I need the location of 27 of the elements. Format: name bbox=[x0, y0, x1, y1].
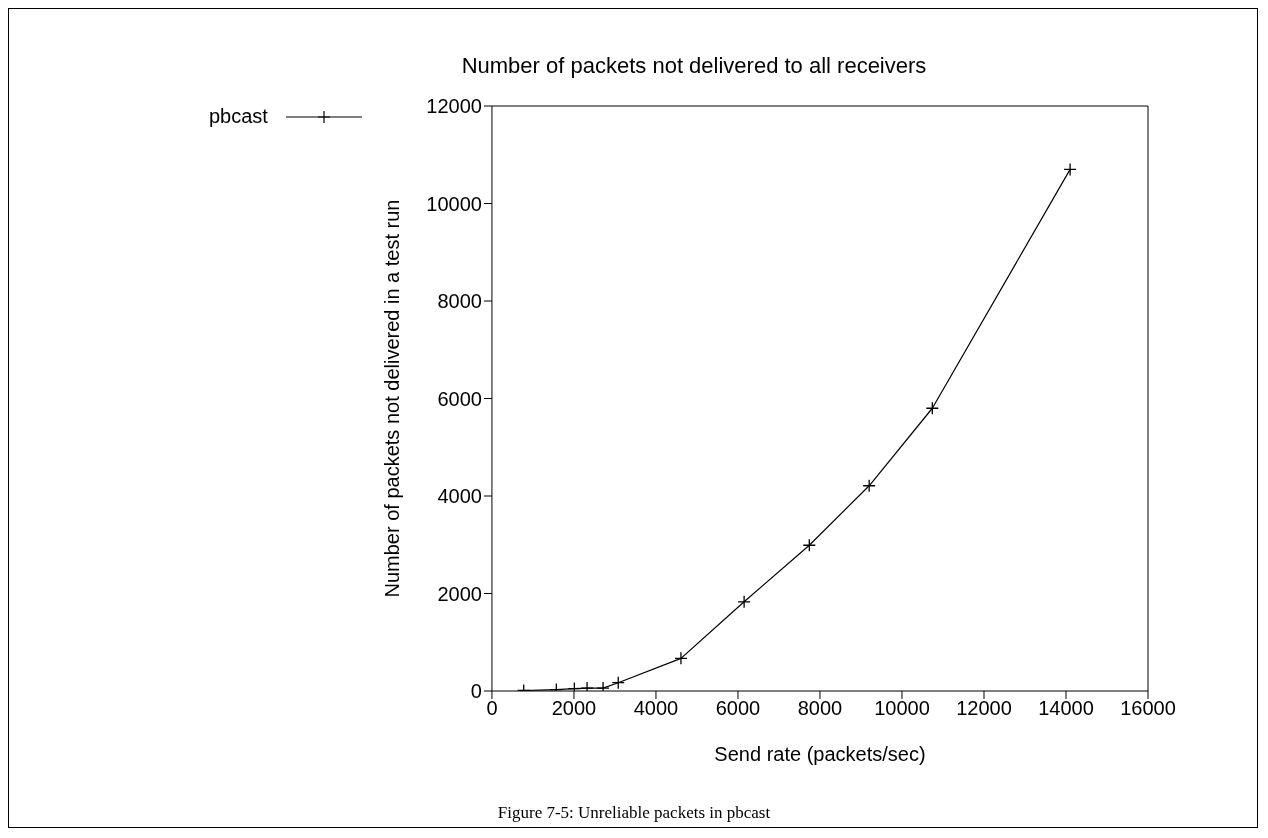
x-tick-label: 14000 bbox=[1038, 697, 1094, 720]
y-tick-label: 6000 bbox=[437, 387, 482, 410]
y-tick-label: 4000 bbox=[437, 485, 482, 508]
caption: Figure 7-5: Unreliable packets in pbcast bbox=[496, 803, 772, 823]
x-tick-label: 10000 bbox=[874, 697, 930, 720]
x-tick-label: 0 bbox=[486, 697, 498, 720]
point bbox=[925, 401, 939, 415]
y-tick-label: 8000 bbox=[437, 290, 482, 313]
y-tick-label: 12000 bbox=[426, 95, 482, 118]
point bbox=[674, 651, 688, 665]
x-tick-label: 2000 bbox=[551, 697, 597, 720]
x-axis-title: Send rate (packets/sec) bbox=[714, 743, 926, 765]
point bbox=[802, 538, 816, 552]
point bbox=[1063, 162, 1077, 177]
x-tick-label: 8000 bbox=[797, 697, 843, 720]
y-tick-label: 10000 bbox=[426, 192, 482, 215]
x-tick-label: 4000 bbox=[633, 697, 679, 720]
legend-label: pbcast bbox=[209, 105, 268, 128]
chart-title: Number of packets not delivered to all receivers bbox=[460, 53, 928, 79]
point bbox=[862, 479, 876, 493]
x-tick-label: 12000 bbox=[956, 697, 1012, 720]
y-tick-label: 0 bbox=[470, 680, 482, 703]
y-tick-label: 2000 bbox=[437, 582, 482, 605]
y-axis-title: Number of packets not delivered in a test run bbox=[381, 199, 404, 598]
point bbox=[737, 595, 751, 609]
x-tick-label: 16000 bbox=[1120, 697, 1176, 720]
x-tick-label: 6000 bbox=[715, 697, 761, 720]
